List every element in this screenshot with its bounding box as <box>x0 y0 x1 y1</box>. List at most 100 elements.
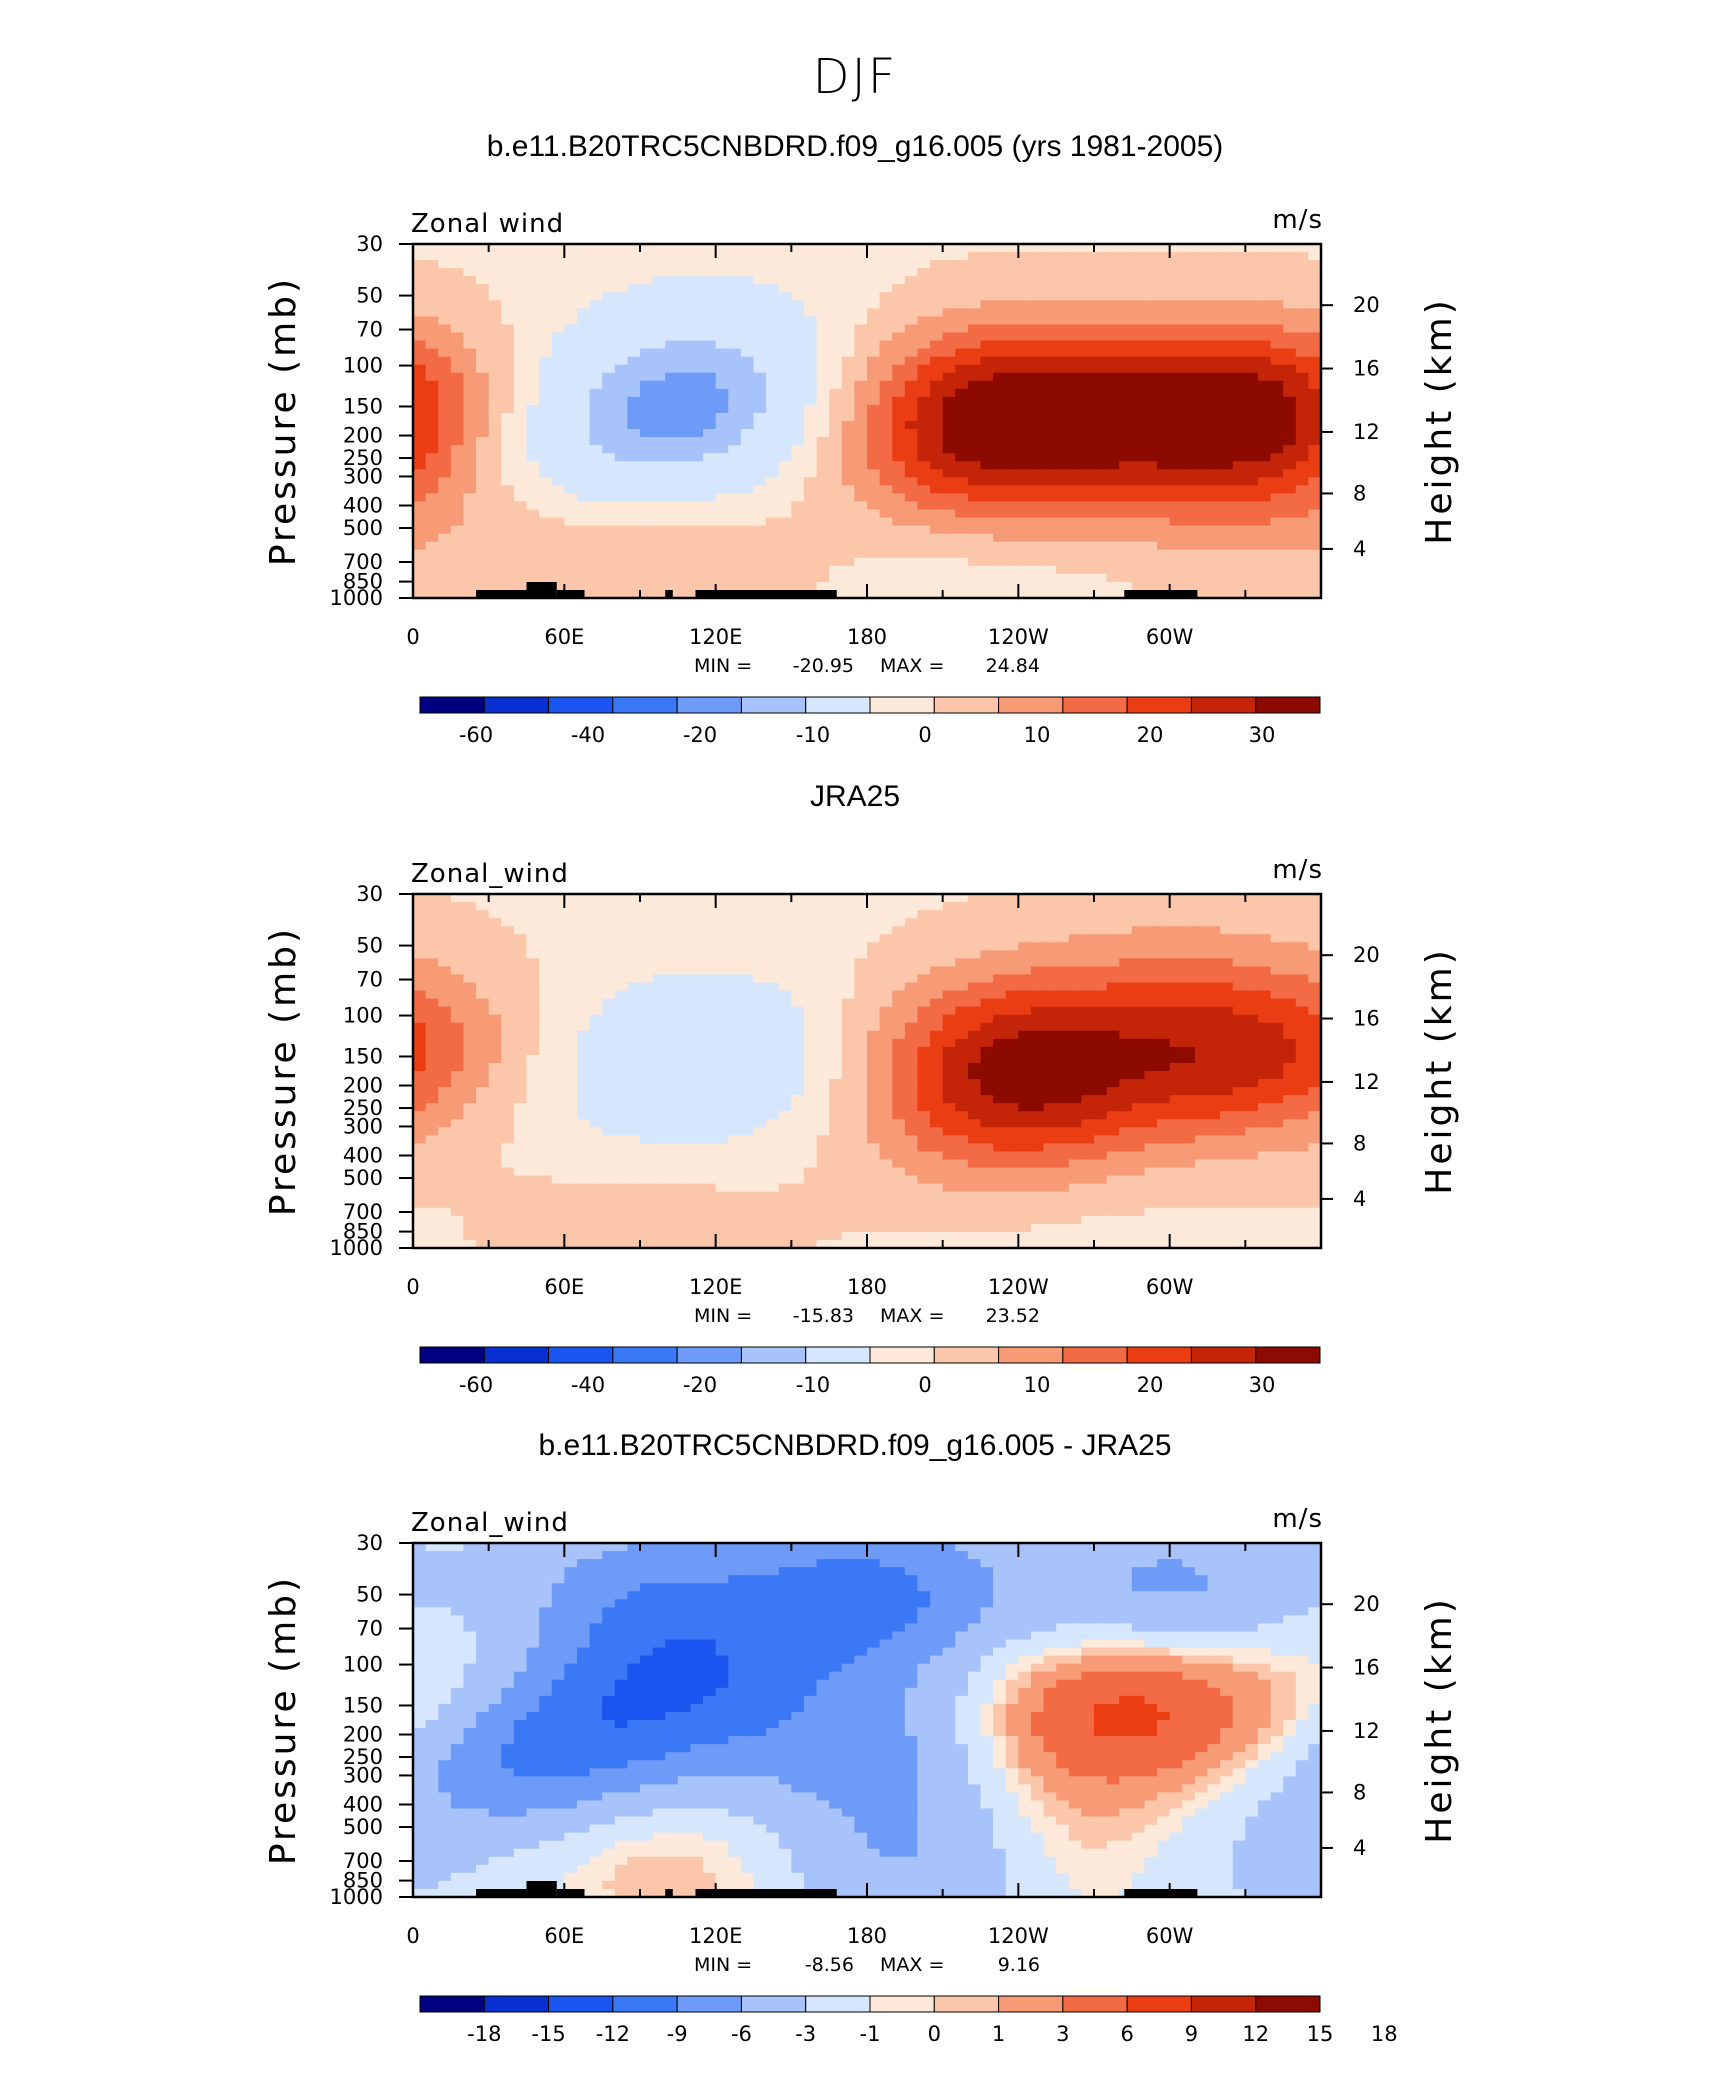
contour-cell <box>513 541 528 551</box>
contour-cell <box>892 364 906 374</box>
contour-cell <box>1018 356 1032 366</box>
contour-cell <box>1056 1071 1070 1080</box>
contour-cell <box>1220 308 1234 318</box>
contour-cell <box>1232 300 1246 309</box>
contour-cell <box>450 1006 465 1016</box>
contour-cell <box>703 990 717 1000</box>
contour-cell <box>576 1038 591 1048</box>
contour-cell <box>476 380 490 390</box>
contour-cell <box>1157 533 1171 543</box>
contour-cell <box>892 268 906 277</box>
contour-cell <box>1094 380 1108 390</box>
contour-cell <box>450 1030 465 1040</box>
contour-cell <box>1308 1022 1322 1032</box>
contour-cell <box>1232 356 1246 366</box>
contour-cell <box>539 982 553 992</box>
contour-cell <box>791 1046 805 1056</box>
contour-cell <box>501 998 515 1008</box>
contour-cell <box>1131 404 1146 414</box>
contour-cell <box>942 1054 956 1064</box>
contour-cell <box>1220 348 1234 358</box>
contour-cell <box>1257 412 1272 422</box>
contour-cell <box>867 966 881 976</box>
contour-cell <box>1194 894 1209 903</box>
contour-cell <box>1283 421 1297 430</box>
contour-cell <box>589 340 603 350</box>
contour-cell <box>1056 388 1070 398</box>
contour-cell <box>703 300 717 309</box>
contour-cell <box>1308 517 1322 527</box>
contour-cell <box>854 926 868 935</box>
contour-cell <box>450 429 465 438</box>
contour-cell <box>980 493 994 503</box>
contour-cell <box>1207 1046 1221 1056</box>
contour-cell <box>955 429 969 438</box>
contour-cell <box>930 485 944 495</box>
contour-cell <box>463 589 477 599</box>
contour-cell <box>703 1062 717 1072</box>
contour-cell <box>1157 388 1171 398</box>
contour-cell <box>778 581 792 591</box>
contour-cell <box>1220 260 1234 269</box>
contour-cell <box>551 517 565 527</box>
contour-cell <box>501 517 515 527</box>
contour-cell <box>930 284 944 293</box>
contour-cell <box>652 509 666 519</box>
contour-cell <box>841 517 855 527</box>
contour-cell <box>1081 918 1095 927</box>
contour-cell <box>652 1062 666 1072</box>
contour-cell <box>879 1079 893 1088</box>
contour-cell <box>1194 244 1209 253</box>
contour-cell <box>425 525 439 535</box>
contour-cell <box>1270 982 1284 992</box>
contour-cell <box>993 421 1007 430</box>
contour-cell <box>602 541 616 551</box>
contour-cell <box>1169 1046 1183 1056</box>
contour-cell <box>551 581 565 591</box>
contour-cell <box>728 388 742 398</box>
contour-cell <box>526 998 540 1008</box>
contour-cell <box>640 902 654 911</box>
contour-cell <box>539 372 553 382</box>
contour-cell <box>892 485 906 495</box>
contour-cell <box>413 244 427 253</box>
contour-cell <box>904 300 919 309</box>
contour-cell <box>690 1054 704 1064</box>
contour-cell <box>715 300 729 309</box>
contour-cell <box>652 1014 666 1024</box>
contour-cell <box>551 316 565 326</box>
contour-cell <box>425 332 439 342</box>
contour-cell <box>1270 421 1284 430</box>
contour-cell <box>640 958 654 968</box>
contour-cell <box>1081 902 1095 911</box>
contour-cell <box>677 1038 692 1048</box>
contour-cell <box>778 268 792 277</box>
contour-cell <box>1194 372 1209 382</box>
contour-cell <box>1094 356 1108 366</box>
contour-cell <box>967 918 982 927</box>
contour-cell <box>640 412 654 422</box>
contour-cell <box>904 324 919 334</box>
contour-cell <box>1005 372 1019 382</box>
contour-cell <box>904 292 919 301</box>
contour-cell <box>879 1062 893 1072</box>
contour-cell <box>1030 501 1045 511</box>
contour-cell <box>1056 950 1070 959</box>
contour-cell <box>1131 982 1146 992</box>
contour-cell <box>728 1038 742 1048</box>
contour-cell <box>841 902 855 911</box>
contour-cell <box>1257 485 1272 495</box>
contour-cell <box>513 372 528 382</box>
contour-cell <box>602 950 616 959</box>
contour-cell <box>463 982 477 992</box>
contour-cell <box>614 517 628 527</box>
contour-cell <box>816 324 830 334</box>
contour-cell <box>501 926 515 935</box>
contour-cell <box>627 477 641 486</box>
contour-cell <box>513 453 528 462</box>
contour-cell <box>1144 429 1158 438</box>
contour-cell <box>1068 485 1082 495</box>
contour-cell <box>1131 565 1146 575</box>
contour-cell <box>1245 380 1259 390</box>
contour-cell <box>904 316 919 326</box>
